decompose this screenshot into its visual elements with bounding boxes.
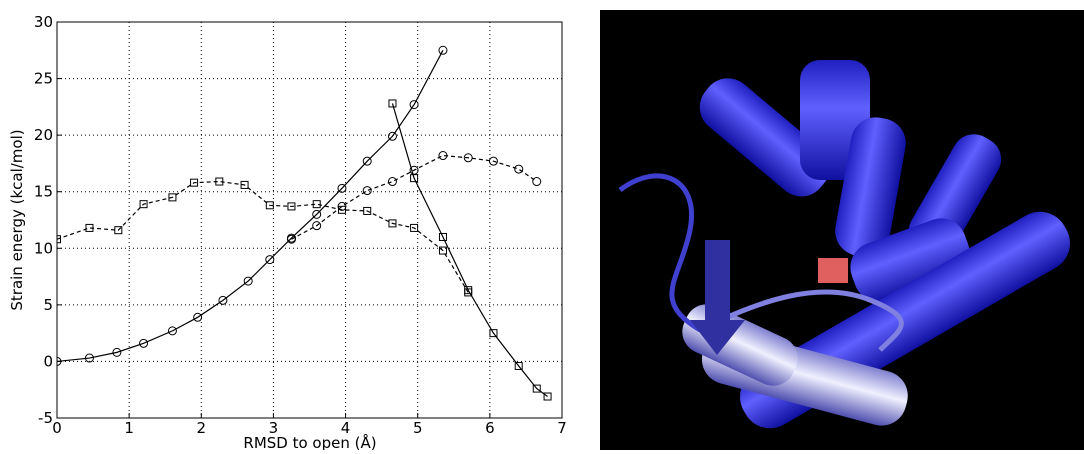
x-tick-label: 2 — [197, 419, 207, 437]
marker — [240, 180, 249, 189]
marker — [218, 295, 228, 305]
marker — [168, 193, 177, 202]
marker — [139, 338, 149, 348]
marker — [337, 201, 347, 211]
marker — [388, 99, 397, 108]
marker — [114, 226, 123, 235]
x-tick-label: 7 — [557, 419, 567, 437]
x-tick-label: 4 — [341, 419, 351, 437]
y-tick-label: 10 — [34, 239, 53, 257]
marker — [265, 255, 275, 265]
marker — [387, 131, 397, 141]
line — [57, 180, 469, 293]
marker — [57, 235, 61, 244]
marker — [286, 234, 296, 244]
y-tick-label: 30 — [34, 13, 53, 31]
marker — [532, 384, 541, 393]
x-axis-label: RMSD to open (Å) — [243, 433, 376, 450]
y-tick-label: 25 — [34, 70, 53, 88]
x-tick-label: 0 — [52, 419, 62, 437]
marker — [167, 326, 177, 336]
marker — [438, 151, 448, 161]
marker — [387, 177, 397, 187]
marker — [464, 288, 473, 297]
plot-series — [57, 45, 552, 401]
marker — [312, 209, 322, 219]
marker — [409, 165, 419, 175]
plot-frame — [56, 21, 563, 419]
marker — [438, 45, 448, 55]
x-tick-label: 1 — [124, 419, 134, 437]
marker — [514, 164, 524, 174]
y-tick-label: -5 — [38, 409, 53, 427]
y-tick-label: 5 — [43, 296, 53, 314]
marker — [57, 356, 62, 366]
marker — [438, 246, 447, 255]
protein-image — [600, 10, 1084, 450]
y-tick-label: 20 — [34, 126, 53, 144]
x-tick-label: 3 — [269, 419, 279, 437]
marker — [112, 347, 122, 357]
x-tick-label: 6 — [485, 419, 495, 437]
marker — [489, 329, 498, 338]
marker — [190, 178, 199, 187]
y-tick-label: 0 — [43, 352, 53, 370]
marker — [438, 232, 447, 241]
marker — [139, 200, 148, 209]
marker — [362, 186, 372, 196]
marker — [363, 206, 372, 215]
marker — [388, 219, 397, 228]
plot-area — [57, 22, 562, 418]
line — [57, 50, 444, 363]
y-tick-label: 15 — [34, 183, 53, 201]
marker — [362, 156, 372, 166]
marker — [532, 177, 542, 187]
marker — [243, 276, 253, 286]
marker — [337, 183, 347, 193]
line — [291, 154, 538, 240]
marker — [265, 201, 274, 210]
marker — [85, 223, 94, 232]
marker — [312, 200, 321, 209]
marker — [409, 100, 419, 110]
marker — [410, 223, 419, 232]
marker — [287, 202, 296, 211]
marker — [193, 312, 203, 322]
marker — [215, 177, 224, 186]
marker — [543, 392, 552, 401]
marker — [488, 156, 498, 166]
marker — [312, 221, 322, 231]
x-tick-label: 5 — [413, 419, 423, 437]
marker — [337, 205, 346, 214]
marker — [463, 153, 473, 163]
marker — [84, 353, 94, 363]
y-axis-label: Strain energy (kcal/mol) — [8, 129, 26, 310]
marker — [514, 361, 523, 370]
